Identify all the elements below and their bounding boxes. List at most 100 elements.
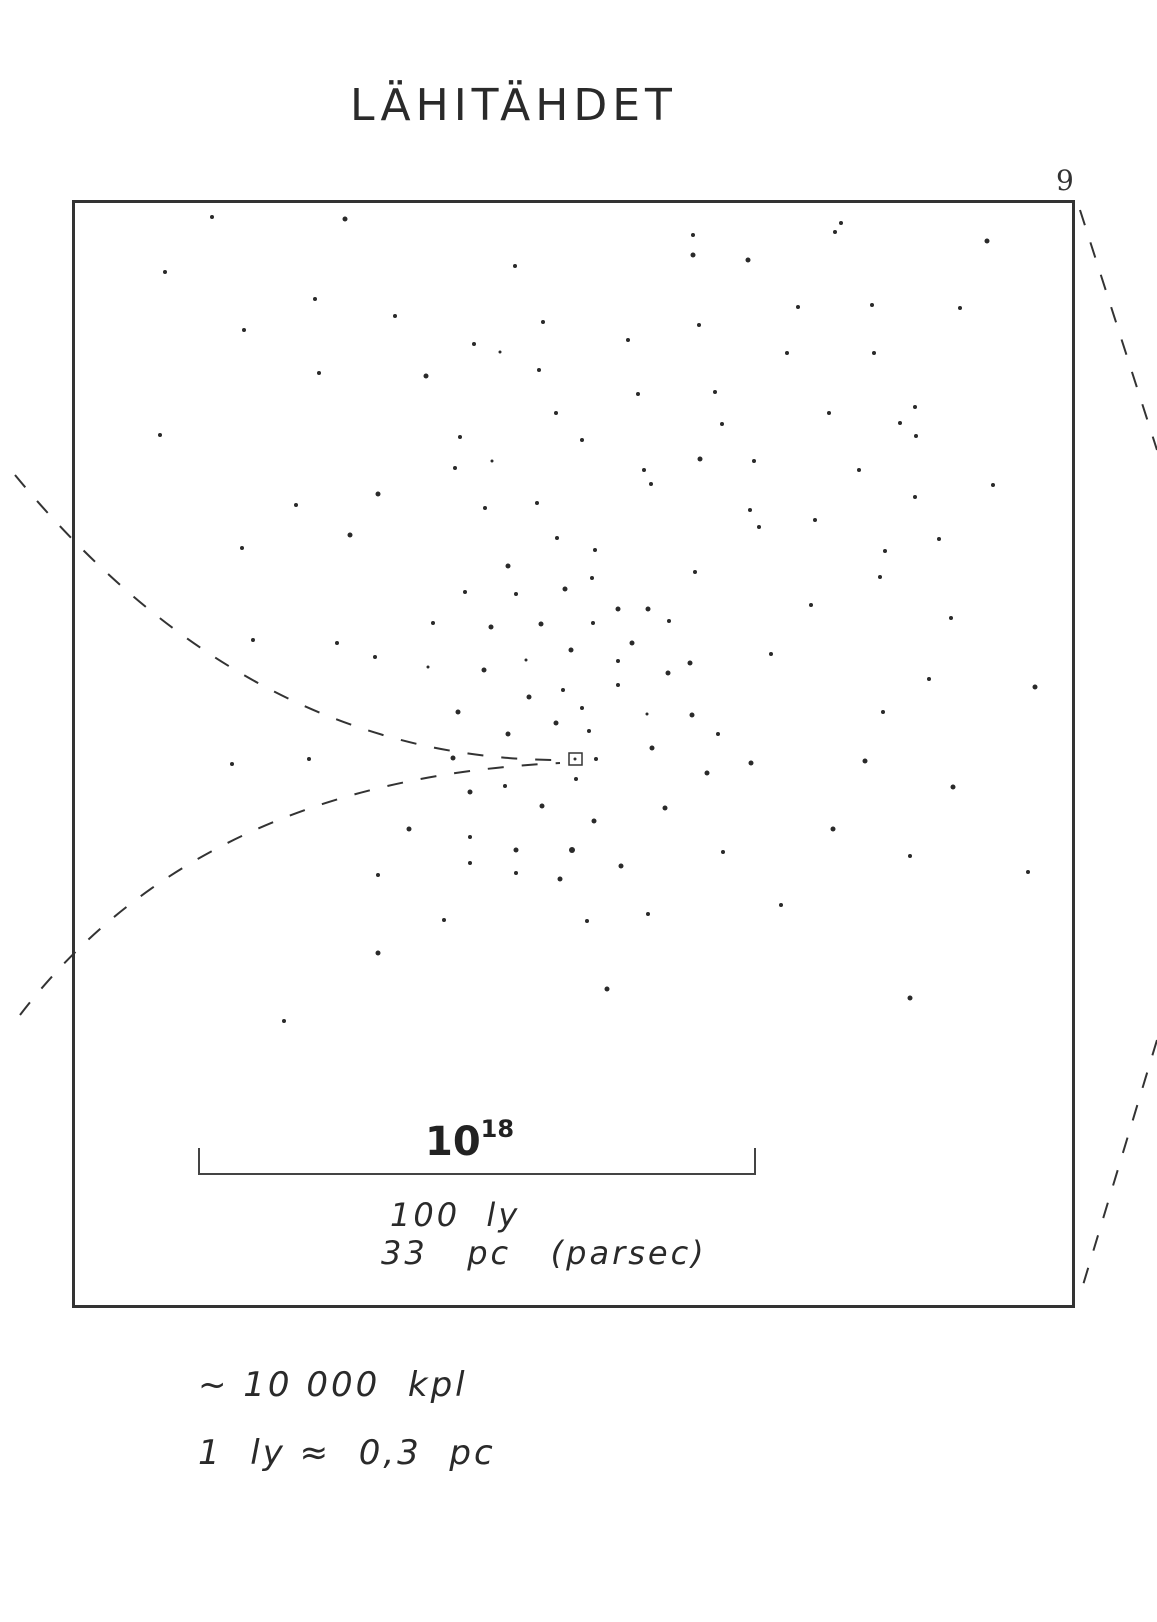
scale-pc-label: 33 pc (parsec) [381,1234,707,1272]
star-dot [472,342,476,346]
star-dot [513,847,519,853]
star-dot [594,757,598,761]
star-dot [872,351,876,355]
star-dot [642,468,646,472]
star-dot [538,621,544,627]
star-dot [455,709,461,715]
star-dot [689,712,695,718]
star-dot [769,652,773,656]
star-dot [483,506,487,510]
star-dot [557,876,563,882]
star-count-note: ~ 10 000 kpl [198,1365,468,1405]
star-dot [950,784,956,790]
star-dot [908,854,912,858]
star-dot [862,758,868,764]
zoom-line-lower [19,762,561,1016]
star-dot [827,411,831,415]
star-dot [282,1019,286,1023]
star-dot [927,677,931,681]
star-dot [453,466,457,470]
star-dot [585,919,589,923]
star-dot [690,252,696,258]
star-dot [423,373,429,379]
star-dot [593,548,597,552]
star-dot [636,392,640,396]
star-map-frame [72,200,1075,1308]
small-square-icon [568,752,583,766]
scale-power-base: 10 [425,1119,481,1165]
star-dot [490,459,494,463]
star-dot [833,230,837,234]
star-dot [857,468,861,472]
star-dot [616,659,620,663]
zoom-line-right-upper [1079,209,1157,451]
star-dot [580,706,584,710]
star-dot [645,606,651,612]
star-dot [716,732,720,736]
star-dot [626,338,630,342]
zoom-line-right-lower [1079,1039,1157,1296]
star-dot [537,368,541,372]
star-dot [210,215,214,219]
star-dot [878,575,882,579]
page-number: 9 [1056,164,1074,197]
star-dot [779,903,783,907]
zoom-lines [14,209,1157,1296]
star-dot [662,805,668,811]
star-dot [913,405,917,409]
star-dot [242,328,246,332]
scale-ly-label: 100 ly [390,1196,521,1234]
star-dot [526,694,532,700]
scale-power-label: 1018 [425,1115,514,1165]
star-dot [587,729,591,733]
star-dot [645,712,649,716]
star-dot [697,323,701,327]
star-dot [535,501,539,505]
star-dot [907,995,913,1001]
star-dot [898,421,902,425]
scale-power-exponent: 18 [480,1115,515,1143]
star-dot [240,546,244,550]
star-dot [294,503,298,507]
star-dot [481,667,487,673]
star-dot [748,508,752,512]
star-dot [375,950,381,956]
star-dot [513,264,517,268]
star-dot [665,670,671,676]
star-dot [539,803,545,809]
star-dot [406,826,412,832]
star-dot [629,640,635,646]
star-dot [667,619,671,623]
star-dot [574,777,578,781]
star-dot [373,655,377,659]
star-dot [251,638,255,642]
star-dot [467,789,473,795]
star-dot [569,847,575,853]
star-dot [796,305,800,309]
star-dot [720,422,724,426]
zoom-line-upper [14,474,561,761]
star-dot [649,482,653,486]
star-dot [914,434,918,438]
star-dot [376,873,380,877]
star-dot [949,616,953,620]
star-dot [618,863,624,869]
star-dot [687,660,693,666]
star-dot [505,731,511,737]
star-dot [313,297,317,301]
star-dot [553,720,559,726]
star-dot [514,592,518,596]
star-dot [757,525,761,529]
star-dot [713,390,717,394]
star-dot [745,257,751,263]
star-dot [984,238,990,244]
star-dot [554,411,558,415]
star-dot [697,456,703,462]
star-dot [785,351,789,355]
star-dot [913,495,917,499]
star-dots [158,215,1038,1023]
star-dot [426,665,430,669]
star-dot [375,491,381,497]
star-dot [342,216,348,222]
